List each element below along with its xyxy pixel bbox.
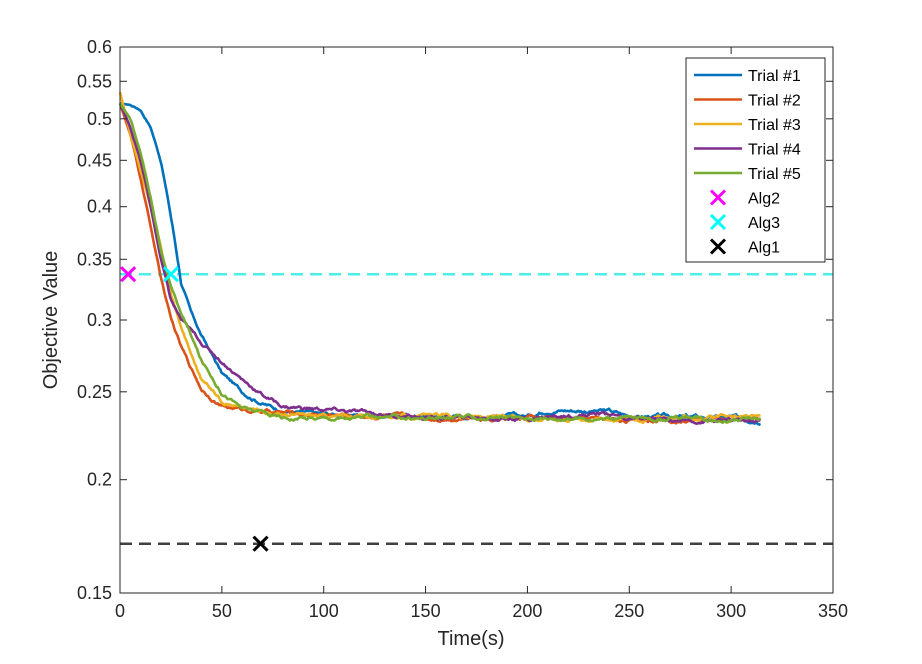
series-line-trial-4: [118, 102, 761, 426]
y-tick-label: 0.6: [87, 37, 112, 57]
legend-box: [685, 57, 826, 263]
legend-swatch: [709, 189, 727, 206]
y-tick-label: 0.3: [87, 310, 112, 330]
legend-label: Trial #3: [748, 117, 801, 134]
y-tick-label: 0.2: [87, 470, 112, 490]
legend-label: Alg3: [748, 215, 780, 232]
series-lines: [118, 91, 762, 427]
x-axis-ticks: 0 50 100 150 200 250 300 350: [115, 47, 848, 621]
y-tick-label: 0.15: [77, 583, 112, 603]
y-tick-label: 0.55: [77, 71, 112, 91]
legend-label: Alg1: [748, 240, 780, 257]
legend-label: Trial #1: [748, 68, 801, 85]
y-tick-label: 0.5: [87, 109, 112, 129]
x-tick-label: 200: [512, 601, 542, 621]
y-tick-label: 0.35: [77, 249, 112, 269]
legend-item-trial-4: Trial #4: [694, 142, 801, 159]
x-axis-label: Time(s): [437, 628, 504, 650]
marker-alg1: [252, 535, 269, 552]
legend-label: Trial #5: [748, 166, 801, 183]
y-axis-ticks: 0.15 0.2 0.25 0.3 0.35 0.4 0.45 0.5 0.55 0.6: [77, 37, 833, 603]
legend-item-alg3: Alg3: [709, 213, 780, 232]
legend-item-alg1: Alg1: [709, 238, 780, 257]
legend-item-trial-1: Trial #1: [694, 68, 801, 85]
x-tick-label: 0: [115, 601, 125, 621]
legend-item-alg2: Alg2: [709, 189, 780, 208]
x-tick-label: 350: [818, 601, 848, 621]
series-line-trial-5: [118, 102, 761, 425]
legend-swatch: [709, 213, 727, 231]
marker-alg3: [162, 266, 179, 283]
marker-alg2: [120, 266, 137, 283]
marker-points: [120, 266, 269, 552]
x-tick-label: 300: [716, 601, 746, 621]
y-axis-label: Objective Value: [40, 251, 62, 390]
reference-lines: [120, 272, 833, 545]
y-tick-label: 0.25: [77, 382, 112, 402]
x-tick-label: 50: [212, 601, 232, 621]
x-tick-label: 100: [309, 601, 339, 621]
y-tick-label: 0.4: [87, 197, 112, 217]
legend: Trial #1 Trial #2 Trial #3 Trial #4 Trial #5…: [685, 57, 826, 263]
y-tick-label: 0.45: [77, 150, 112, 170]
legend-item-trial-3: Trial #3: [694, 117, 801, 134]
x-tick-label: 250: [614, 601, 644, 621]
legend-item-trial-2: Trial #2: [694, 93, 801, 110]
legend-label: Alg2: [748, 191, 780, 208]
legend-label: Trial #4: [748, 142, 801, 159]
legend-item-trial-5: Trial #5: [694, 166, 801, 183]
legend-swatch: [709, 238, 727, 255]
x-tick-label: 150: [411, 601, 441, 621]
legend-label: Trial #2: [748, 93, 801, 110]
